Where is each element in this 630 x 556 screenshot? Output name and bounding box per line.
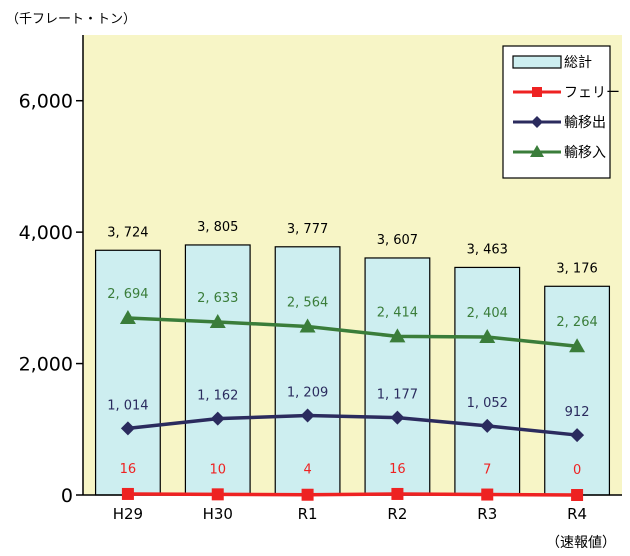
- bar-total-R1: [274, 246, 341, 496]
- data-label-輸移出: 1, 209: [287, 386, 328, 401]
- line-輸移入: [127, 316, 578, 348]
- data-label-輸移入: 2, 414: [377, 305, 418, 320]
- bar-total-label: 3, 607: [377, 233, 418, 248]
- point-フェリー-H29: [121, 487, 134, 500]
- point-輸移出-H30: [210, 411, 225, 426]
- point-フェリー-H30: [211, 488, 224, 501]
- data-label-輸移入: 2, 633: [197, 291, 238, 306]
- legend-label: 輸移出: [564, 115, 606, 131]
- bar-total-R4: [544, 285, 611, 496]
- x-tick-label: H30: [203, 505, 233, 523]
- legend-swatch-総計: [512, 55, 562, 69]
- data-label-輸移入: 2, 694: [107, 287, 148, 302]
- point-輸移出-R3: [480, 418, 495, 433]
- point-輸移出-R2: [390, 410, 405, 425]
- line-輸移出: [127, 413, 578, 437]
- legend-label: フェリー: [564, 85, 620, 101]
- data-label-輸移出: 1, 014: [107, 398, 148, 413]
- point-輸移入-H29: [119, 309, 136, 324]
- point-フェリー-R4: [571, 489, 584, 501]
- bar-total-label: 3, 724: [107, 225, 148, 240]
- data-label-輸移出: 912: [565, 405, 590, 420]
- point-輸移入-R3: [479, 329, 496, 344]
- y-tick-label: 6,000: [19, 91, 73, 113]
- x-tick-label: H29: [113, 505, 143, 523]
- legend-label: 総計: [564, 55, 592, 71]
- y-tick-label: 0: [61, 485, 73, 507]
- data-label-輸移出: 1, 052: [467, 396, 508, 411]
- preliminary-note: （速報値）: [546, 535, 616, 551]
- point-フェリー-R2: [391, 487, 404, 500]
- line-フェリー: [127, 492, 578, 497]
- legend-marker-輸移出: [531, 116, 543, 128]
- data-label-輸移入: 2, 264: [556, 315, 597, 330]
- data-label-フェリー: 10: [209, 462, 226, 477]
- data-label-フェリー: 7: [483, 463, 491, 478]
- bar-total-R3: [454, 266, 521, 496]
- point-フェリー-R3: [481, 488, 494, 501]
- data-label-フェリー: 4: [303, 463, 311, 478]
- bar-total-label: 3, 176: [556, 261, 597, 276]
- point-輸移出-R4: [570, 428, 585, 443]
- x-tick-label: R3: [477, 505, 497, 523]
- point-輸移出-R1: [300, 408, 315, 423]
- x-tick-label: R1: [298, 505, 318, 523]
- bar-total-label: 3, 805: [197, 220, 238, 235]
- data-label-フェリー: 16: [120, 462, 137, 477]
- y-tick-label: 4,000: [19, 222, 73, 244]
- data-label-フェリー: 0: [573, 463, 581, 478]
- data-label-輸移入: 2, 564: [287, 296, 328, 311]
- point-フェリー-R1: [301, 488, 314, 501]
- point-輸移入-H30: [209, 313, 226, 328]
- x-tick-label: R2: [387, 505, 407, 523]
- point-輸移入-R2: [389, 328, 406, 343]
- bar-total-R2: [364, 257, 431, 496]
- data-label-輸移入: 2, 404: [467, 306, 508, 321]
- x-tick-label: R4: [567, 505, 587, 523]
- bar-total-H30: [184, 244, 251, 496]
- point-輸移出-H29: [120, 421, 135, 436]
- point-輸移入-R4: [569, 338, 586, 353]
- legend-label: 輸移入: [564, 145, 606, 161]
- y-unit-label: （千フレート・トン）: [6, 12, 137, 27]
- point-輸移入-R1: [299, 318, 316, 333]
- data-label-フェリー: 16: [389, 462, 406, 477]
- bar-total-label: 3, 777: [287, 222, 328, 237]
- legend-marker-輸移入: [530, 145, 544, 157]
- legend-marker-フェリー: [532, 87, 542, 97]
- data-label-輸移出: 1, 177: [377, 388, 418, 403]
- bar-total-label: 3, 463: [467, 242, 508, 257]
- y-tick-label: 2,000: [19, 354, 73, 376]
- data-label-輸移出: 1, 162: [197, 389, 238, 404]
